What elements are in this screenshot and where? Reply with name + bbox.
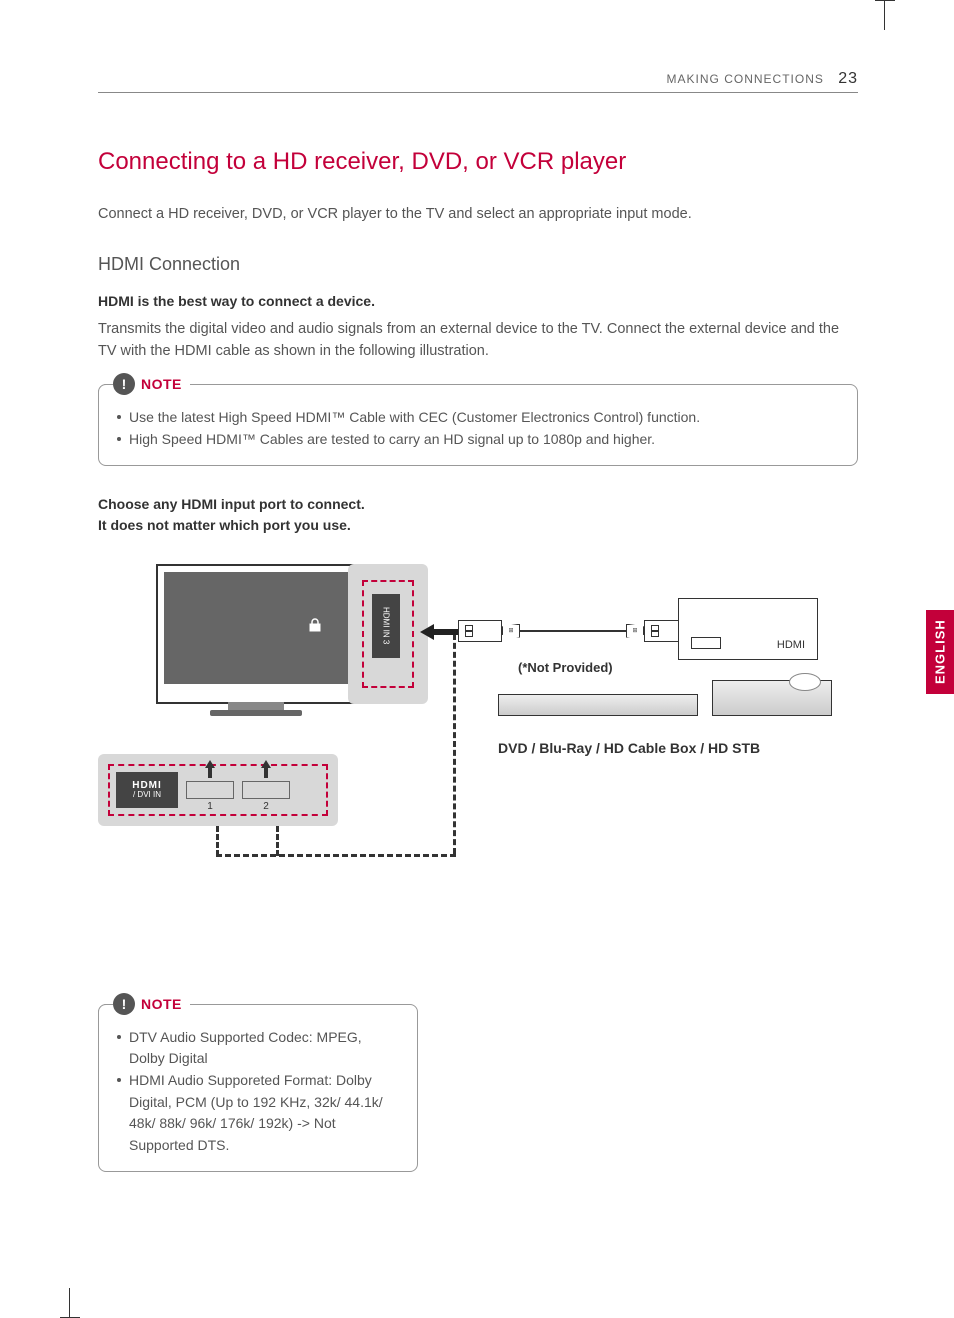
connection-line [216, 826, 219, 856]
hdmi-port-2: 2 [242, 781, 290, 799]
language-tab: ENGLISH [926, 610, 954, 694]
device-caption: DVD / Blu-Ray / HD Cable Box / HD STB [498, 740, 760, 756]
crop-mark-top [884, 0, 904, 30]
dvd-player-icon [712, 680, 832, 716]
device-rear-icon: HDMI [678, 598, 818, 660]
intro-text: Connect a HD receiver, DVD, or VCR playe… [98, 204, 858, 226]
tv-icon [156, 564, 356, 704]
note-item: High Speed HDMI™ Cables are tested to ca… [117, 429, 839, 451]
header-section: MAKING CONNECTIONS [667, 72, 824, 86]
not-provided-label: (*Not Provided) [518, 660, 613, 675]
note-item: Use the latest High Speed HDMI™ Cable wi… [117, 407, 839, 429]
arrow-left-icon [420, 624, 458, 640]
note-label: ! NOTE [113, 993, 190, 1015]
side-hdmi-port: HDMI IN 3 [348, 564, 428, 704]
note-icon: ! [113, 993, 135, 1015]
crop-mark-bottom [50, 1288, 70, 1318]
lock-icon [308, 618, 322, 632]
connection-line [453, 634, 456, 854]
bold-intro: HDMI is the best way to connect a device… [98, 293, 858, 309]
choose-line-1: Choose any HDMI input port to connect. [98, 496, 365, 512]
bottom-hdmi-panel: HDMI / DVI IN 1 2 [98, 754, 338, 826]
hdmi-cable-icon: ⊞ ⊞ [458, 614, 688, 648]
choose-line-2: It does not matter which port you use. [98, 517, 351, 533]
note-title: NOTE [141, 996, 182, 1012]
hdmi-logo: HDMI / DVI IN [116, 772, 178, 808]
connection-line [216, 854, 456, 857]
note-item: DTV Audio Supported Codec: MPEG, Dolby D… [117, 1027, 399, 1070]
note-item: HDMI Audio Supporeted Format: Dolby Digi… [117, 1070, 399, 1157]
page-content: MAKING CONNECTIONS 23 Connecting to a HD… [98, 70, 858, 1200]
device-port-label: HDMI [777, 639, 805, 651]
connection-diagram: HDMI IN 3 HDMI / DVI IN 1 2 [98, 564, 838, 904]
note-title: NOTE [141, 376, 182, 392]
note-label: ! NOTE [113, 373, 190, 395]
set-top-box-icon [498, 694, 698, 716]
hdmi-plug-icon [458, 620, 502, 642]
arrow-up-icon [204, 760, 216, 778]
note-icon: ! [113, 373, 135, 395]
page-number: 23 [838, 70, 858, 87]
choose-text: Choose any HDMI input port to connect. I… [98, 494, 858, 536]
port-number: 2 [263, 801, 269, 812]
sub-heading: HDMI Connection [98, 254, 858, 275]
running-header: MAKING CONNECTIONS 23 [98, 70, 858, 93]
connection-line [276, 826, 279, 856]
port-number: 1 [207, 801, 213, 812]
arrow-up-icon [260, 760, 272, 778]
note-box-2: ! NOTE DTV Audio Supported Codec: MPEG, … [98, 1004, 418, 1172]
body-text: Transmits the digital video and audio si… [98, 319, 858, 363]
hdmi-port-1: 1 [186, 781, 234, 799]
side-port-label: HDMI IN 3 [372, 594, 400, 658]
tv-stand-icon [228, 702, 284, 710]
note-box-1: ! NOTE Use the latest High Speed HDMI™ C… [98, 384, 858, 465]
page-title: Connecting to a HD receiver, DVD, or VCR… [98, 148, 858, 176]
